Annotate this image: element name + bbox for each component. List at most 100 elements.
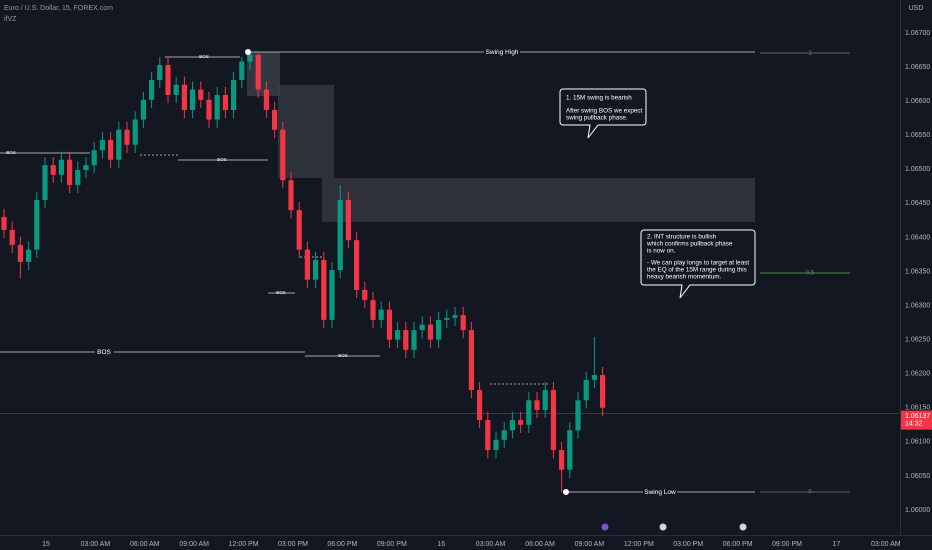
candle-body [288, 180, 294, 211]
candle-body [345, 199, 351, 241]
callout-box [559, 88, 647, 139]
y-tick-label: 1.06700 [905, 30, 930, 37]
candle-body [460, 315, 466, 331]
x-tick-label: 17 [833, 541, 841, 548]
x-tick-label: 06:00 PM [723, 541, 753, 548]
event-icon [601, 523, 609, 531]
candle-body [575, 400, 581, 431]
bos-label: BOS [6, 150, 16, 155]
label-bg [95, 347, 114, 357]
candle-body [395, 330, 401, 340]
currency-label: USD [909, 5, 924, 12]
swing-low-point [563, 489, 569, 495]
candle-body [378, 309, 384, 320]
candle-body [444, 317, 450, 320]
y-tick-label: 1.06600 [905, 98, 930, 105]
candle-body [255, 54, 261, 90]
bos-label: BOS [199, 54, 209, 59]
x-tick-label: 15 [42, 541, 50, 548]
icons [601, 523, 747, 531]
fib-label: 1 [808, 51, 812, 57]
y-tick-label: 1.06400 [905, 234, 930, 241]
x-tick-label: 03:00 PM [278, 541, 308, 548]
swing-low-label: Swing Low [644, 489, 676, 496]
candle-body [75, 169, 81, 185]
swing-high-label: Swing High [486, 49, 519, 56]
candle-body [190, 89, 196, 111]
candle-body [370, 300, 376, 320]
last-price-label: 1.06137 [905, 413, 930, 420]
candle-body [477, 390, 483, 421]
candle-body [313, 259, 319, 280]
indicator-name: ifVZ [4, 16, 17, 23]
candle-body [26, 249, 32, 262]
zone [322, 178, 755, 222]
candle-body [427, 324, 433, 340]
candle-body [239, 61, 245, 81]
candle-body [296, 210, 302, 250]
x-tick-label: 03:00 AM [871, 541, 901, 548]
candle-body [206, 99, 212, 120]
candle-body [149, 80, 155, 100]
x-tick-label: 12:00 PM [229, 541, 259, 548]
candle-body [157, 65, 163, 81]
callout-text: which confirms pullback phase [646, 241, 733, 248]
candle-body [222, 95, 228, 111]
candle-body [337, 199, 343, 271]
swing-high-point [245, 49, 251, 55]
candle-body [165, 65, 171, 96]
x-tick-label: 06:00 AM [130, 541, 160, 548]
x-tick-label: 03:00 AM [81, 541, 111, 548]
candle-body [181, 84, 187, 111]
candle-body [1, 216, 7, 230]
candle-body [91, 150, 97, 166]
countdown-label: 14:32 [905, 420, 923, 427]
candle-body [67, 159, 73, 185]
candle-body [280, 129, 286, 181]
candle-body [50, 165, 56, 175]
candle-body [198, 89, 204, 100]
bos-label: BOS [338, 353, 348, 358]
callout-box [640, 229, 756, 299]
x-tick-label: 12:00 PM [624, 541, 654, 548]
x-tick-label: 09:00 PM [772, 541, 802, 548]
fib-lines [760, 52, 850, 493]
y-tick-label: 1.06000 [905, 507, 930, 514]
last-price-box [901, 410, 932, 430]
candle-body [386, 309, 392, 340]
callout-text: swing pullback phase. [566, 115, 628, 122]
candle-body [583, 379, 589, 401]
zone [278, 85, 334, 178]
candle-body [304, 249, 310, 280]
label-bg [643, 487, 677, 497]
x-tick-label: 03:00 PM [673, 541, 703, 548]
bos-label: BOS [217, 157, 227, 162]
candle-body [411, 330, 417, 350]
candles [1, 52, 606, 493]
candle-body [132, 119, 138, 145]
candle-body [550, 390, 556, 451]
candle-body [526, 400, 532, 425]
candle-body [559, 450, 565, 470]
candle-body [419, 324, 425, 331]
candle-body [591, 375, 597, 380]
x-tick-label: 03:00 AM [476, 541, 506, 548]
axes: 1.06700 1.06650 1.06600 1.06550 1.06500 1.064… [42, 30, 932, 548]
callout-text: is now on. [647, 248, 676, 255]
candle-body [468, 330, 474, 391]
fib-label: 0 [808, 490, 812, 496]
candle-body [9, 229, 15, 245]
candle-body [173, 84, 179, 96]
candle-body [214, 95, 220, 120]
candle-body [509, 420, 515, 431]
candle-body [17, 244, 23, 262]
y-tick-label: 1.06450 [905, 200, 930, 207]
event-icon [659, 523, 667, 531]
candle-body [493, 439, 499, 451]
callout-text: heavy bearish momentum. [647, 274, 721, 281]
y-tick-label: 1.06350 [905, 268, 930, 275]
candle-body [58, 159, 64, 175]
candle-body [485, 420, 491, 451]
